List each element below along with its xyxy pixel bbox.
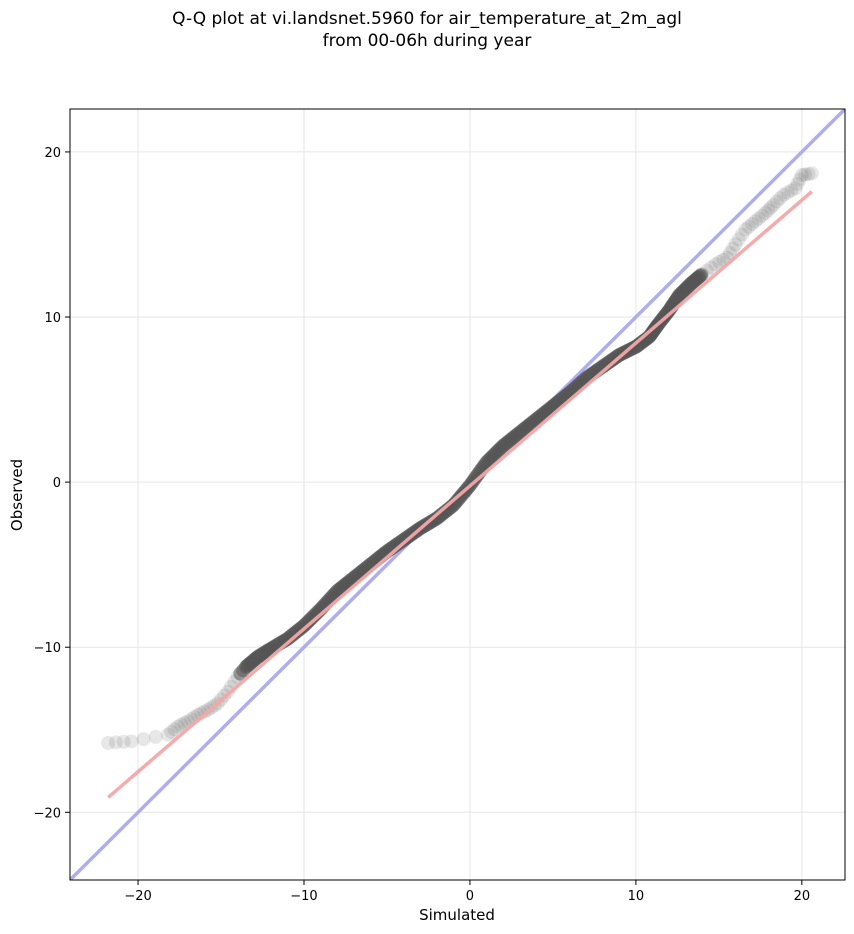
data-point <box>755 208 770 223</box>
data-point <box>790 176 805 191</box>
data-point <box>804 166 819 181</box>
data-point <box>712 254 727 269</box>
data-point <box>136 732 151 747</box>
data-point <box>167 722 182 737</box>
x-axis-ticks: −20 −10 0 10 20 <box>124 880 810 904</box>
chart-title: Q-Q plot at vi.landsnet.5960 for air_tem… <box>0 8 854 52</box>
data-point <box>741 219 756 234</box>
data-point <box>745 217 760 232</box>
data-point <box>773 191 788 206</box>
data-point <box>708 257 723 272</box>
data-point <box>148 729 163 744</box>
data-point <box>164 724 179 739</box>
data-point <box>763 200 778 215</box>
data-point <box>116 734 131 749</box>
data-point <box>695 267 710 282</box>
data-point <box>704 260 719 275</box>
data-point <box>194 706 209 721</box>
data-point <box>728 237 743 252</box>
data-point <box>101 735 116 750</box>
data-point <box>731 232 746 247</box>
data-point <box>761 203 776 218</box>
data-point <box>170 719 185 734</box>
data-point <box>197 704 212 719</box>
data-point <box>751 211 766 226</box>
x-tick-label: 10 <box>628 889 645 904</box>
data-point <box>738 222 753 237</box>
chart-title-line-2: from 00-06h during year <box>322 31 532 51</box>
data-points <box>101 166 819 750</box>
data-point <box>766 197 781 212</box>
x-tick-label: 0 <box>466 889 474 904</box>
data-point <box>776 187 791 202</box>
y-tick-label: −20 <box>34 806 61 821</box>
data-point <box>160 727 175 742</box>
grid-lines <box>70 109 845 880</box>
data-point <box>735 227 750 242</box>
data-point <box>758 206 773 221</box>
y-tick-label: 20 <box>44 146 61 161</box>
data-point <box>174 717 189 732</box>
data-point <box>798 167 813 182</box>
data-point <box>722 246 737 261</box>
data-point <box>124 734 139 749</box>
x-tick-label: −20 <box>124 889 151 904</box>
y-tick-label: −10 <box>34 641 61 656</box>
fit-line <box>107 190 813 799</box>
data-point <box>769 194 784 209</box>
data-point <box>792 172 807 187</box>
data-point <box>801 166 816 181</box>
data-point <box>694 268 709 283</box>
x-axis-label: Simulated <box>419 906 495 924</box>
data-point <box>788 181 803 196</box>
y-axis-ticks: −20 −10 0 10 20 <box>34 146 70 821</box>
y-tick-label: 10 <box>44 311 61 326</box>
y-tick-label: 0 <box>53 476 61 491</box>
x-tick-label: 20 <box>794 889 811 904</box>
data-point <box>748 214 763 229</box>
y-axis-label: Observed <box>8 459 26 531</box>
data-point <box>699 263 714 278</box>
chart-title-line-1: Q-Q plot at vi.landsnet.5960 for air_tem… <box>172 9 682 29</box>
data-point <box>784 183 799 198</box>
data-point <box>725 241 740 256</box>
plot-frame <box>69 108 846 881</box>
data-point <box>794 168 809 183</box>
data-point <box>108 735 123 750</box>
x-tick-label: −10 <box>290 889 317 904</box>
data-point <box>780 185 795 200</box>
